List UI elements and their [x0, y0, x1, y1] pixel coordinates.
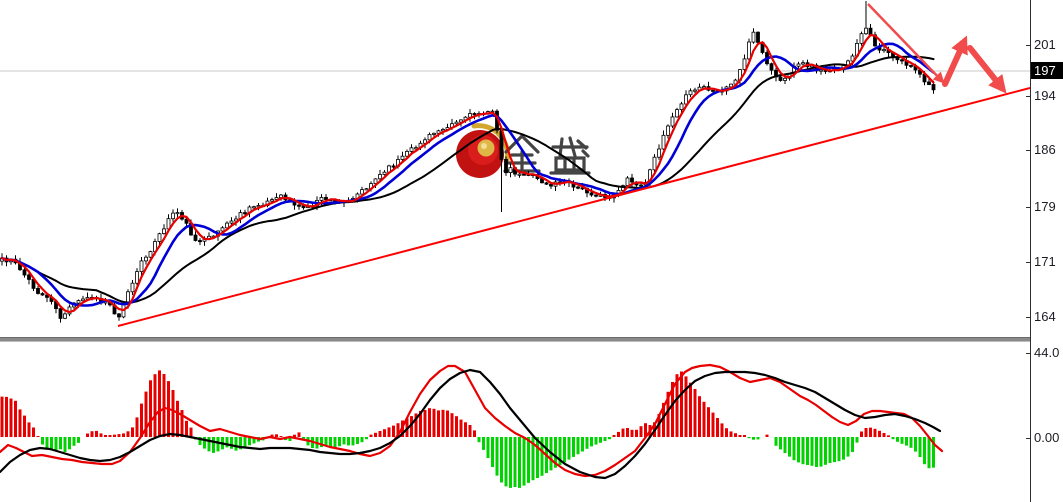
panel-separator[interactable]	[0, 337, 1030, 342]
current-price-badge: 197	[1031, 62, 1063, 79]
axis-tick	[1026, 353, 1031, 354]
price-axis-label: 186	[1034, 142, 1056, 157]
watermark-logo	[456, 123, 591, 178]
axis-tick	[1026, 96, 1031, 97]
price-axis-label: 179	[1034, 199, 1056, 214]
price-axis-label: 171	[1034, 254, 1056, 269]
indicator-axis-label: 0.00	[1034, 430, 1060, 445]
forecast-arrows[interactable]	[867, 3, 1007, 94]
price-axis: 197 201 194 186 179 171 164 44.0 0.00	[1026, 0, 1063, 502]
axis-tick	[1026, 438, 1031, 439]
axis-tick	[1026, 262, 1031, 263]
macd-panel[interactable]	[0, 337, 1030, 502]
axis-tick	[1026, 207, 1031, 208]
ma-slow-line	[1, 55, 935, 304]
price-axis-label: 201	[1034, 37, 1056, 52]
indicator-axis-label: 44.0	[1034, 345, 1060, 360]
axis-tick	[1026, 150, 1031, 151]
macd-line	[0, 363, 944, 478]
axis-tick	[1026, 45, 1031, 46]
axis-tick	[1026, 317, 1031, 318]
macd-signal-line	[0, 368, 942, 480]
macd-histogram	[0, 370, 935, 488]
price-axis-label: 164	[1034, 309, 1056, 324]
price-chart[interactable]	[0, 0, 1030, 337]
ma-fast-line	[0, 33, 935, 314]
trendline[interactable]	[117, 87, 1030, 327]
ma-mid-line	[0, 42, 935, 307]
price-axis-label: 194	[1034, 88, 1056, 103]
